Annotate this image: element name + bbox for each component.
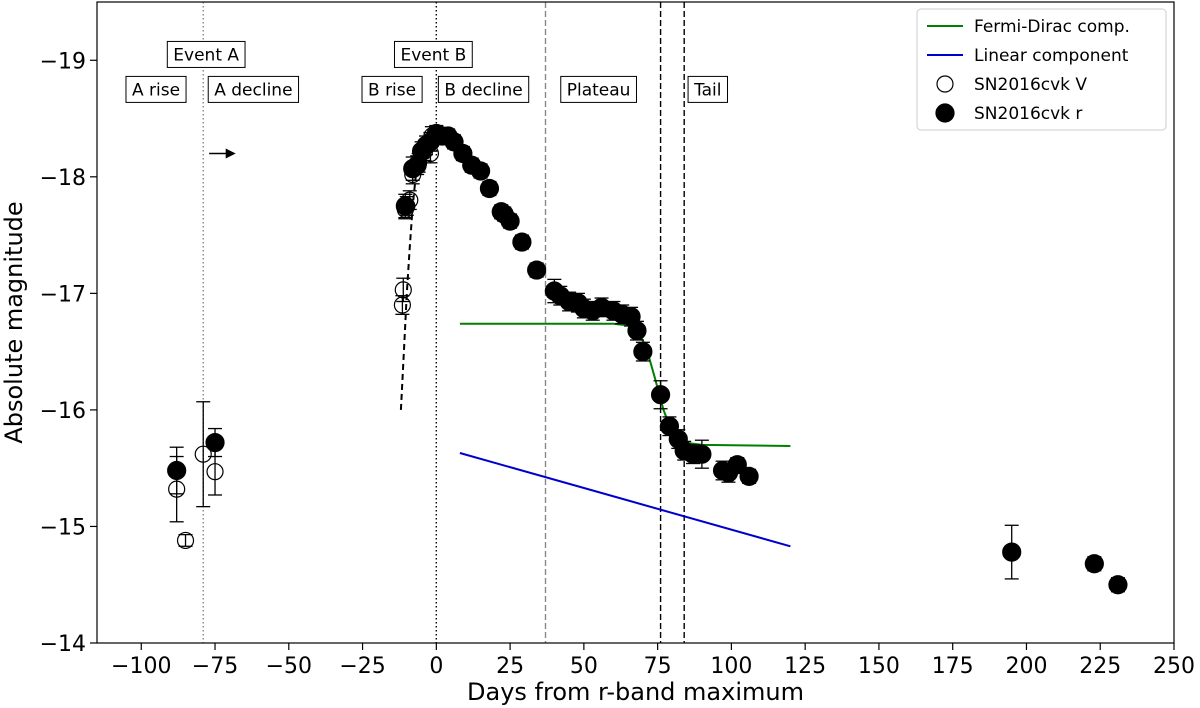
- phase-label-box: [687, 75, 729, 103]
- phase-label-text: B rise: [368, 80, 416, 100]
- phase-label-text: Event A: [173, 45, 239, 65]
- axis-ticks: −100 −75 −50 −25 0 25 50 75 100 125 150 175 200 225 25…: [40, 49, 1195, 679]
- legend-marker-swatch: [936, 75, 954, 93]
- model-curve-line: [459, 452, 791, 548]
- y-tick-label: −17: [40, 282, 86, 307]
- y-tick-label: −14: [40, 632, 86, 657]
- x-tick-label: 75: [644, 654, 672, 679]
- legend: Fermi-Dirac comp. Linear component SN2016c…: [916, 8, 1167, 131]
- phase-label-box: [560, 75, 637, 103]
- phase-label-text: A decline: [214, 80, 292, 100]
- phase-label-text: Tail: [693, 80, 721, 100]
- legend-frame: [916, 8, 1167, 131]
- r-band-point: [512, 232, 532, 252]
- r-band-point: [167, 460, 187, 481]
- x-tick-label: 100: [710, 654, 752, 679]
- v-band-point: [194, 445, 212, 463]
- v-band-point: [206, 463, 224, 481]
- phase-label: B decline: [437, 75, 530, 103]
- phase-label-box: [166, 40, 246, 68]
- phase-label: Plateau: [560, 75, 637, 103]
- r-band-point: [1084, 554, 1104, 574]
- r-band-point: [479, 178, 500, 199]
- r-band-point: [727, 455, 747, 475]
- v-band-point: [393, 296, 411, 314]
- phase-label-box: [437, 75, 530, 103]
- y-tick-label: −15: [40, 515, 86, 540]
- y-tick-label: −16: [40, 399, 86, 424]
- r-band-point: [650, 385, 671, 405]
- y-axis-title: Absolute magnitude: [0, 201, 28, 443]
- x-tick-label: 125: [784, 654, 826, 679]
- r-band-point: [527, 260, 547, 280]
- phase-label: Tail: [687, 75, 729, 103]
- data-points: [167, 123, 1128, 595]
- r-band-point: [692, 444, 712, 464]
- phase-annotations: Event A Event B A rise A decline B rise B dec…: [125, 40, 729, 159]
- x-tick-label: 225: [1079, 654, 1121, 679]
- model-lines: [399, 131, 791, 548]
- r-band-point: [739, 466, 759, 486]
- v-band-point: [168, 480, 186, 498]
- x-tick-label: −100: [111, 654, 171, 679]
- phase-boundary-lines: [202, 2, 685, 643]
- x-tick-label: 250: [1153, 654, 1195, 679]
- phase-label-box: [207, 75, 300, 103]
- phase-label-text: A rise: [132, 80, 180, 100]
- arrow-head: [225, 148, 236, 159]
- x-tick-label: 50: [570, 654, 598, 679]
- legend-entry-label: Fermi-Dirac comp.: [974, 17, 1130, 37]
- model-curve-line: [459, 322, 791, 447]
- x-tick-label: 150: [858, 654, 900, 679]
- legend-entry-label: Linear component: [974, 46, 1129, 66]
- phase-label: A decline: [207, 75, 300, 103]
- x-tick-label: −25: [339, 654, 385, 679]
- phase-label: Event B: [393, 40, 473, 68]
- v-band-point: [176, 531, 195, 550]
- phase-label-text: Event B: [400, 45, 466, 65]
- x-tick-label: 25: [496, 654, 524, 679]
- r-band-point: [395, 196, 415, 216]
- phase-label-box: [125, 75, 187, 103]
- x-tick-label: −75: [192, 654, 238, 679]
- x-tick-label: −50: [266, 654, 312, 679]
- r-band-point: [205, 432, 225, 453]
- x-axis-title: Days from r-band maximum: [467, 678, 804, 706]
- phase-label: B rise: [361, 75, 423, 103]
- phase-label-text: B decline: [444, 80, 522, 100]
- legend-entry-label: SN2016cvk V: [974, 75, 1087, 95]
- x-tick-label: 200: [1005, 654, 1047, 679]
- phase-label: A rise: [125, 75, 187, 103]
- phase-label-box: [361, 75, 423, 103]
- r-band-point: [470, 161, 491, 181]
- legend-entry-label: SN2016cvk r: [974, 104, 1082, 124]
- legend-marker-swatch: [935, 103, 955, 123]
- v-band-point: [394, 281, 412, 299]
- r-band-point: [627, 321, 647, 341]
- phase-label-box: [393, 40, 473, 68]
- y-tick-label: −18: [40, 166, 86, 191]
- r-band-point: [1002, 542, 1022, 562]
- r-band-point: [633, 342, 653, 362]
- y-tick-label: −19: [40, 49, 86, 74]
- phase-label: Event A: [166, 40, 246, 68]
- x-tick-label: 0: [429, 654, 443, 679]
- r-band-point: [1108, 575, 1128, 595]
- r-band-point: [500, 211, 520, 231]
- phase-label-text: Plateau: [567, 80, 631, 100]
- x-tick-label: 175: [932, 654, 974, 679]
- plot-frame: [96, 1, 1175, 644]
